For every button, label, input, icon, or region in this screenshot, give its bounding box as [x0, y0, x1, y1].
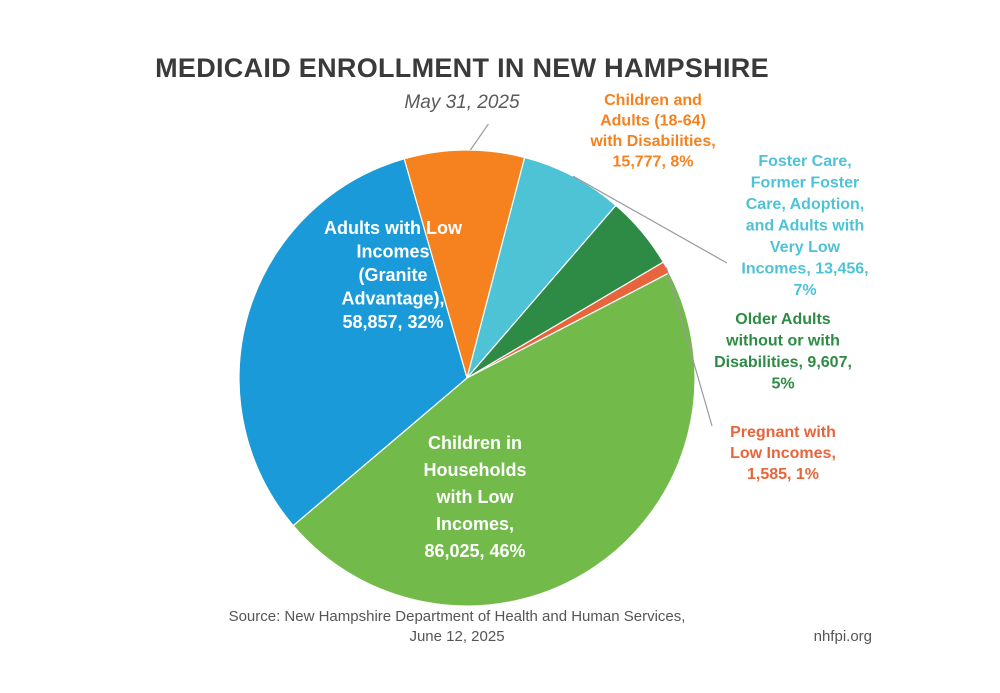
- slice-label-line: Advantage),: [341, 289, 444, 309]
- watermark: nhfpi.org: [814, 628, 872, 645]
- slice-label-line: Adults (18-64): [600, 113, 706, 130]
- slice-label-line: Incomes, 13,456,: [741, 261, 868, 278]
- slice-label-line: Adults with Low: [324, 218, 463, 238]
- slice-label-line: Pregnant with: [730, 424, 836, 441]
- slice-label-line: Care, Adoption,: [746, 196, 865, 213]
- slice-label-older-adults-without-or-with-disabilities: Older Adults without or with Disabilities,…: [714, 311, 852, 393]
- leader-line-pregnant-with-low-incomes: [665, 267, 713, 427]
- leader-lines: [469, 123, 728, 427]
- slice-label-line: with Low: [436, 487, 515, 507]
- pie-slice-adults-with-low-incomes-granite-advantage: [238, 158, 468, 527]
- slice-label-line: without or with: [725, 333, 840, 350]
- leader-line-children-and-adults-18-64-with-disabilities: [469, 123, 489, 151]
- slice-label-children-and-adults-18-64-with-disabilities: Children and Adults (18-64) with Disabilit…: [589, 92, 715, 171]
- chart-title: MEDICAID ENROLLMENT IN NEW HAMPSHIRE: [155, 53, 769, 83]
- slice-label-line: 58,857, 32%: [342, 312, 443, 332]
- pie-slice-children-and-adults-18-64-with-disabilities: [403, 149, 526, 381]
- slice-label-line: Households: [423, 460, 526, 480]
- slice-label-line: with Disabilities,: [589, 133, 715, 150]
- slice-label-foster-care-former-foster-care-adoption-and-adults-with-very-low-incomes: Foster Care, Former Foster Care, Adoption,…: [741, 153, 868, 299]
- slice-label-line: Incomes,: [436, 514, 514, 534]
- slice-label-adults-with-low-incomes-granite-advantage: Adults with Low Incomes (Granite Advantage)…: [324, 218, 463, 332]
- slice-label-line: Foster Care,: [758, 153, 851, 170]
- source-line-2: June 12, 2025: [409, 628, 504, 645]
- slice-label-pregnant-with-low-incomes: Pregnant with Low Incomes, 1,585, 1%: [730, 424, 836, 483]
- slice-label-line: 5%: [771, 376, 794, 393]
- slice-labels: Children and Adults (18-64) with Disabilit…: [324, 92, 869, 561]
- slice-label-line: Children in: [428, 433, 522, 453]
- pie-slices: [238, 149, 696, 607]
- slice-label-line: 7%: [793, 282, 816, 299]
- slice-label-line: and Adults with: [746, 218, 865, 235]
- slice-label-line: 86,025, 46%: [424, 541, 525, 561]
- slice-label-line: (Granite: [358, 265, 427, 285]
- slice-label-line: 15,777, 8%: [613, 154, 694, 171]
- pie-slice-foster-care-former-foster-care-adoption-and-adults-with-very-low-incomes: [466, 156, 617, 379]
- slice-label-children-in-households-with-low-incomes: Children in Households with Low Incomes, 86,…: [423, 433, 526, 561]
- source-line-1: Source: New Hampshire Department of Heal…: [229, 608, 686, 625]
- slice-label-line: Very Low: [770, 239, 841, 256]
- slice-label-line: Disabilities, 9,607,: [714, 354, 852, 371]
- chart-subtitle: May 31, 2025: [404, 92, 520, 113]
- slice-label-line: Children and: [604, 92, 702, 109]
- slice-label-line: Former Foster: [751, 175, 859, 192]
- leader-line-foster-care-former-foster-care-adoption-and-adults-with-very-low-incomes: [572, 175, 728, 264]
- slice-label-line: 1,585, 1%: [747, 466, 819, 483]
- slice-label-line: Older Adults: [735, 311, 831, 328]
- slice-label-line: Incomes: [356, 242, 429, 262]
- slice-label-line: Low Incomes,: [730, 445, 836, 462]
